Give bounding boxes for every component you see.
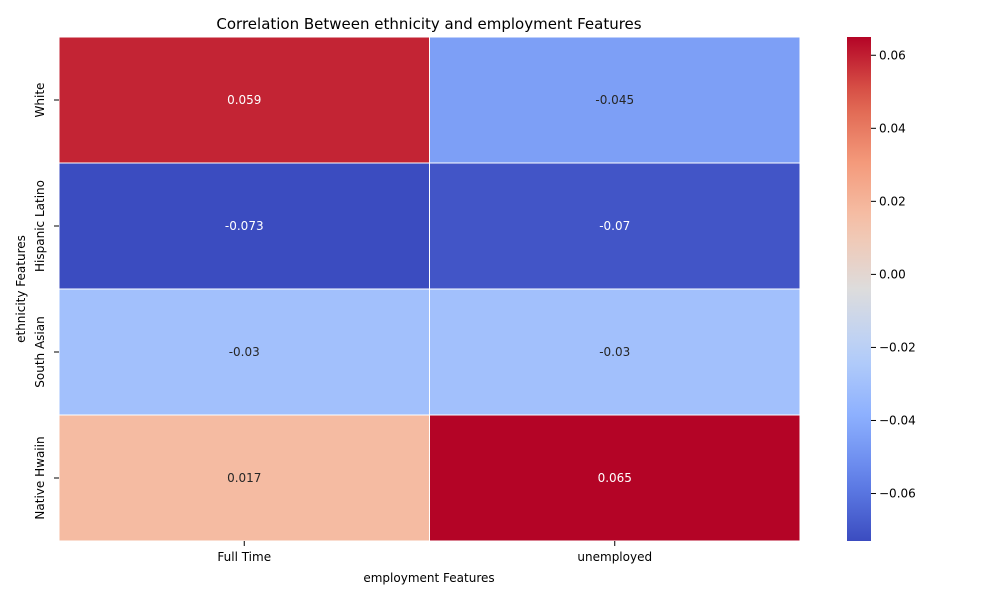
heatmap-cell — [58, 288, 430, 416]
y-axis: White Hispanic Latino South Asian Native Hw… — [33, 83, 59, 520]
x-tick-label: unemployed — [577, 550, 652, 564]
heatmap-cell — [429, 162, 801, 290]
colorbar-tick-label: 0.02 — [879, 194, 906, 208]
y-tick-label: South Asian — [33, 316, 47, 387]
cell-value-label: -0.03 — [599, 345, 630, 359]
y-axis-label: ethnicity Features — [14, 235, 28, 343]
heatmap-cell — [429, 288, 801, 416]
y-tick-label: Native Hwaiin — [33, 436, 47, 519]
y-tick-label: Hispanic Latino — [33, 180, 47, 272]
colorbar-tick-label: 0.00 — [879, 267, 906, 281]
cell-value-label: -0.07 — [599, 219, 630, 233]
chart-title: Correlation Between ethnicity and employ… — [216, 15, 641, 33]
cell-value-label: -0.045 — [595, 93, 634, 107]
x-axis-label: employment Features — [363, 571, 494, 585]
colorbar-ticks: 0.06 0.04 0.02 0.00 −0.02 −0.04 −0.06 — [871, 48, 916, 501]
heatmap-cell — [429, 414, 801, 542]
cell-value-label: -0.073 — [225, 219, 264, 233]
heatmap-cells: 0.059 -0.045 -0.073 -0.07 -0.03 -0.03 0.017 0.0… — [58, 36, 801, 542]
heatmap-cell — [429, 36, 801, 164]
colorbar — [847, 37, 871, 541]
x-axis: Full Time unemployed — [217, 541, 652, 564]
heatmap-cell — [58, 162, 430, 290]
heatmap-cell — [58, 414, 430, 542]
x-tick-label: Full Time — [217, 550, 271, 564]
colorbar-tick-label: 0.06 — [879, 48, 906, 62]
colorbar-tick-label: −0.04 — [879, 413, 916, 427]
colorbar-tick-label: 0.04 — [879, 121, 906, 135]
cell-value-label: 0.065 — [598, 471, 632, 485]
cell-value-label: 0.017 — [227, 471, 261, 485]
cell-value-label: -0.03 — [229, 345, 260, 359]
y-tick-label: White — [33, 83, 47, 118]
cell-value-label: 0.059 — [227, 93, 261, 107]
colorbar-tick-label: −0.06 — [879, 487, 916, 501]
colorbar-tick-label: −0.02 — [879, 340, 916, 354]
heatmap-cell — [58, 36, 430, 164]
